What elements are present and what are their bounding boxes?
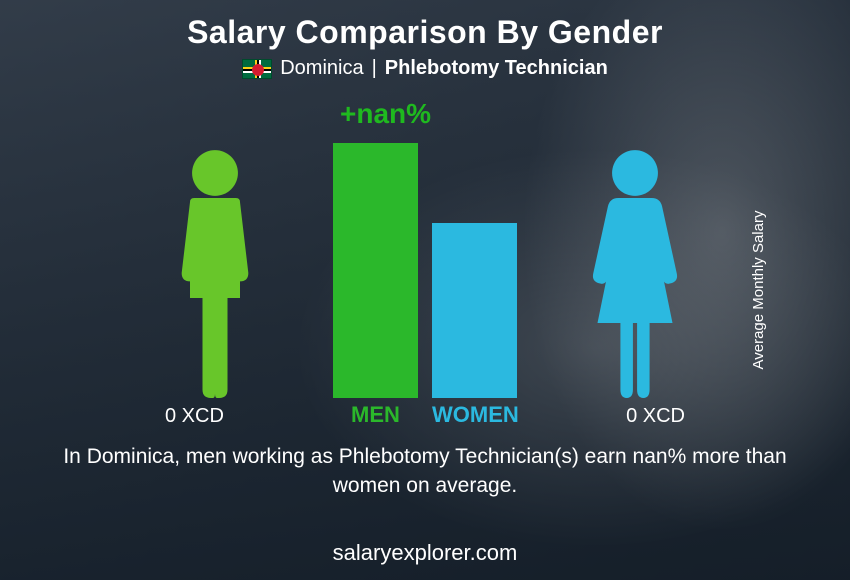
description-text: In Dominica, men working as Phlebotomy T… bbox=[0, 442, 850, 501]
bar-men bbox=[333, 143, 418, 398]
page-title: Salary Comparison By Gender bbox=[0, 0, 850, 51]
role-label: Phlebotomy Technician bbox=[385, 57, 608, 80]
infographic-content: Salary Comparison By Gender Dominica | P… bbox=[0, 0, 850, 580]
value-men: 0 XCD bbox=[165, 405, 224, 428]
bar-label-women: WOMEN bbox=[432, 402, 517, 428]
bar-group bbox=[333, 143, 517, 398]
separator: | bbox=[372, 57, 377, 80]
woman-icon bbox=[570, 148, 700, 398]
percent-difference-label: +nan% bbox=[340, 98, 431, 130]
bar-women bbox=[432, 223, 517, 398]
bar-label-men: MEN bbox=[333, 402, 418, 428]
man-icon bbox=[150, 148, 280, 398]
footer-source: salaryexplorer.com bbox=[0, 540, 850, 566]
dominica-flag-icon bbox=[242, 59, 272, 79]
bar-labels: MEN WOMEN bbox=[333, 402, 517, 428]
country-label: Dominica bbox=[280, 57, 363, 80]
y-axis-label: Average Monthly Salary bbox=[750, 211, 767, 370]
chart-area: +nan% MEN WOMEN 0 XCD 0 XCD bbox=[115, 98, 735, 428]
value-women: 0 XCD bbox=[626, 405, 685, 428]
subtitle-row: Dominica | Phlebotomy Technician bbox=[0, 57, 850, 80]
